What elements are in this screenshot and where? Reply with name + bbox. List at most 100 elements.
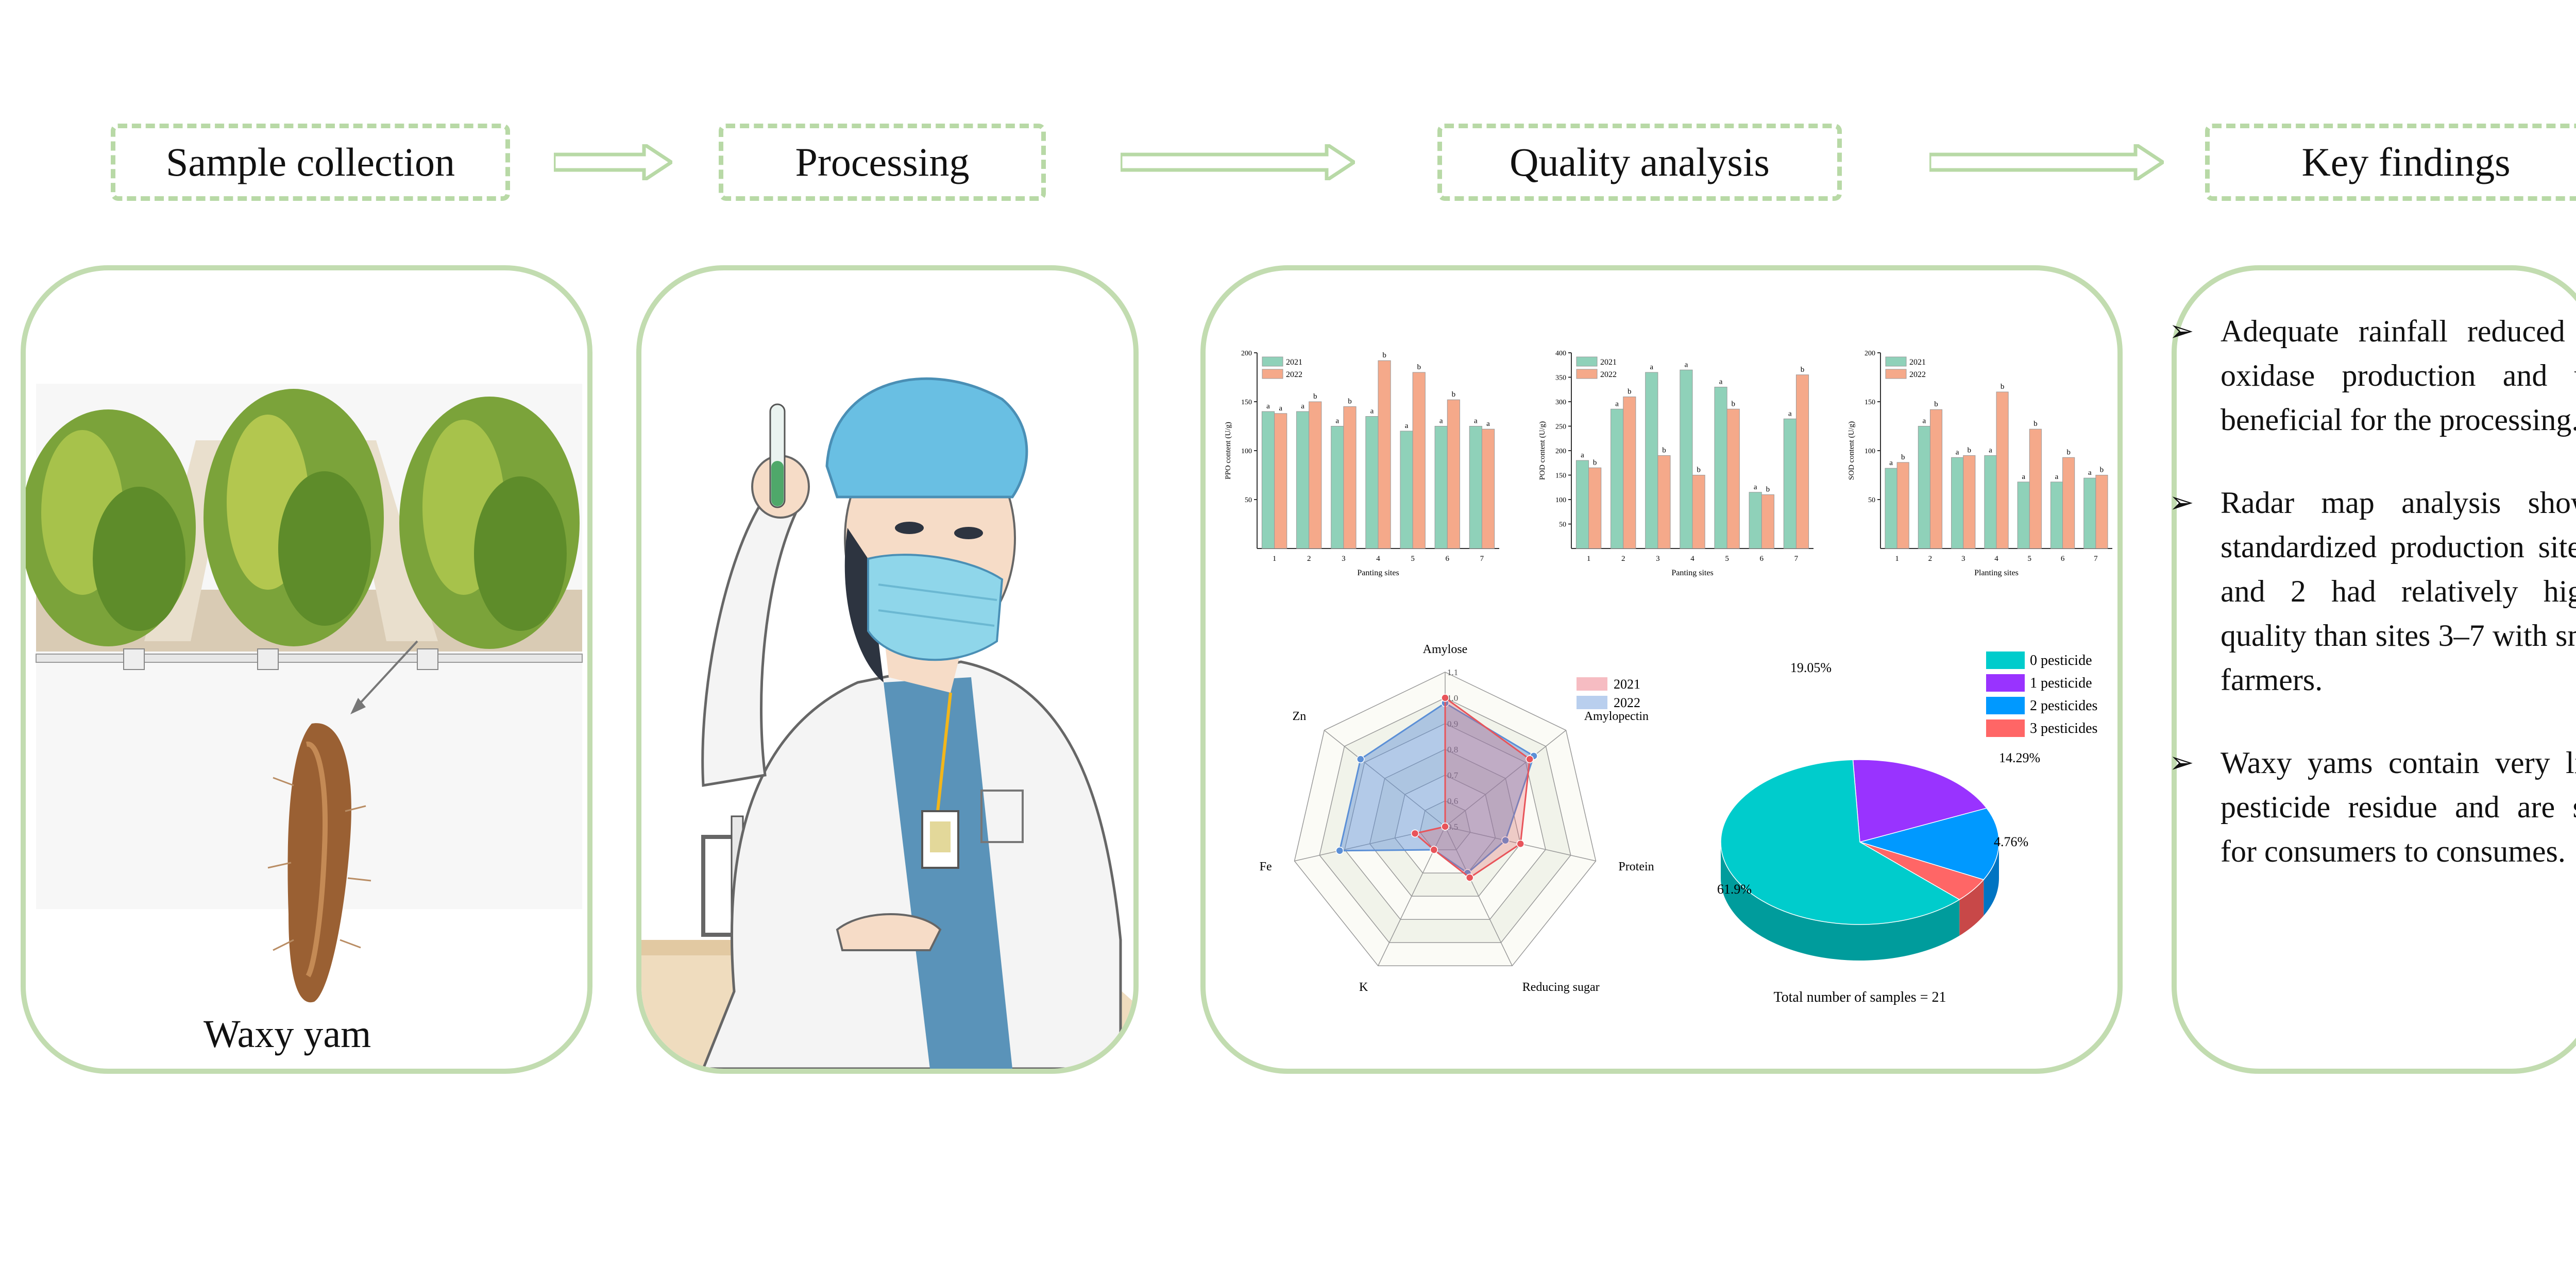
x-axis-label: Panting sites	[1671, 569, 1713, 577]
bar-chart: 50 100 150 200 250 300 350 400 a b 1 a b 2 a b 3 a b 4 a b 5 a b…	[1538, 350, 1814, 577]
bar	[2029, 428, 2042, 549]
significance-label: b	[1313, 392, 1317, 401]
significance-label: b	[1731, 400, 1735, 408]
bar	[1400, 431, 1413, 549]
y-tick-label: 200	[1555, 448, 1566, 455]
header-label: Sample collection	[165, 140, 455, 184]
radar-point	[1501, 836, 1510, 845]
legend-label: 2021	[1614, 677, 1640, 692]
x-tick-label: 2	[1928, 555, 1933, 563]
flow-arrow-icon	[554, 144, 672, 180]
radar-point	[1441, 822, 1449, 831]
panel-quality-analysis: 50 100 150 200 a a 1 a b 2 a b 3 a b 4 a b 5 a b 6 a a 7 Panting …	[1200, 265, 2123, 1074]
bar	[1261, 411, 1275, 549]
significance-label: a	[2055, 473, 2059, 481]
pie-value-label: 14.29%	[1999, 750, 2040, 765]
bar	[1951, 457, 1964, 549]
significance-label: a	[1989, 447, 1992, 455]
x-tick-label: 1	[1895, 555, 1899, 563]
y-axis-label: POD content (U/g)	[1538, 421, 1547, 480]
radar-point	[1465, 873, 1474, 882]
y-tick-label: 100	[1555, 496, 1566, 504]
significance-label: a	[1474, 417, 1478, 425]
bar	[1412, 372, 1426, 549]
bar	[1657, 455, 1671, 549]
significance-label: a	[1405, 422, 1409, 430]
y-tick-label: 150	[1241, 399, 1252, 406]
bar	[1761, 494, 1774, 549]
crop-row	[26, 409, 196, 646]
bar	[1274, 413, 1287, 549]
y-tick-label: 50	[1868, 496, 1875, 504]
y-tick-label: 50	[1245, 496, 1252, 504]
x-tick-label: 4	[1690, 555, 1694, 563]
panel-sample-collection: Waxy yam	[21, 265, 592, 1074]
significance-label: a	[1615, 400, 1619, 408]
bar	[1296, 411, 1310, 549]
significance-label: a	[1650, 363, 1653, 371]
bar	[1795, 374, 1809, 549]
pie-slice	[1858, 808, 1999, 880]
y-tick-label: 50	[1559, 521, 1566, 529]
yam-tuber-illustration	[267, 723, 371, 1003]
pie-slice-side	[1984, 842, 1999, 916]
y-tick-label: 300	[1555, 399, 1566, 406]
significance-label: a	[1370, 407, 1374, 416]
significance-label: b	[2033, 420, 2038, 428]
significance-label: b	[1697, 466, 1701, 474]
y-axis-label: SOD content (U/g)	[1848, 421, 1856, 480]
legend-label: 1 pesticide	[2030, 675, 2092, 691]
finding-item: ➢ Waxy yams contain very little pesticid…	[2169, 741, 2576, 873]
x-tick-label: 3	[1656, 555, 1660, 563]
x-tick-label: 7	[2094, 555, 2098, 563]
test-tube-icon	[769, 403, 786, 508]
y-tick-label: 400	[1555, 350, 1566, 357]
x-tick-label: 1	[1587, 555, 1591, 563]
x-tick-label: 4	[1376, 555, 1380, 563]
significance-label: a	[1439, 417, 1443, 425]
panel-key-findings-border	[2172, 265, 2576, 1074]
x-tick-label: 2	[1307, 555, 1311, 563]
x-tick-label: 6	[1760, 555, 1764, 563]
pie-value-label: 4.76%	[1994, 834, 2028, 849]
scientist-illustration	[641, 377, 1133, 1069]
bar	[1984, 455, 1997, 549]
pie-slice	[1852, 759, 1988, 843]
flow-arrow-icon	[1929, 144, 2164, 180]
arrow-bullet-icon: ➢	[2169, 486, 2194, 519]
significance-label: b	[2100, 466, 2104, 474]
legend-label: 2021	[1600, 358, 1617, 367]
pie-note: Total number of samples = 21	[1774, 989, 1946, 1005]
legend-label: 2022	[1909, 370, 1926, 379]
bar	[1714, 387, 1727, 549]
legend-swatch	[1986, 651, 2025, 669]
x-tick-label: 4	[1994, 555, 1998, 563]
bar	[1575, 460, 1589, 549]
bar	[1378, 360, 1391, 549]
significance-label: b	[1662, 447, 1666, 455]
bar	[1783, 418, 1797, 549]
significance-label: b	[1968, 447, 1972, 455]
pie-slice	[1720, 759, 1960, 925]
radar-chart: Amylose Amylopectin Protein Reducing sugar K…	[1260, 643, 1654, 994]
significance-label: b	[2001, 383, 2005, 391]
y-tick-label: 200	[1241, 350, 1252, 357]
bar	[1896, 462, 1909, 549]
pie-slice-side	[1721, 842, 1960, 961]
significance-label: b	[1766, 486, 1770, 494]
pie-value-label: 61.9%	[1717, 882, 1752, 897]
significance-label: a	[1581, 451, 1584, 459]
significance-label: a	[1685, 361, 1688, 369]
legend-swatch	[1262, 369, 1283, 379]
finding-text: Waxy yams contain very little pesticide …	[2221, 746, 2576, 868]
radar-axis-label: Amylose	[1423, 643, 1468, 656]
legend-label: 2022	[1286, 370, 1302, 379]
bar	[1929, 409, 1943, 549]
finding-text: Adequate rainfall reduced the oxidase pr…	[2221, 314, 2576, 437]
yam-caption: Waxy yam	[204, 1013, 371, 1056]
radar-tick-label: 1.1	[1447, 667, 1458, 677]
significance-label: a	[1279, 404, 1282, 413]
y-tick-label: 350	[1555, 374, 1566, 382]
legend-swatch	[1986, 719, 2025, 737]
